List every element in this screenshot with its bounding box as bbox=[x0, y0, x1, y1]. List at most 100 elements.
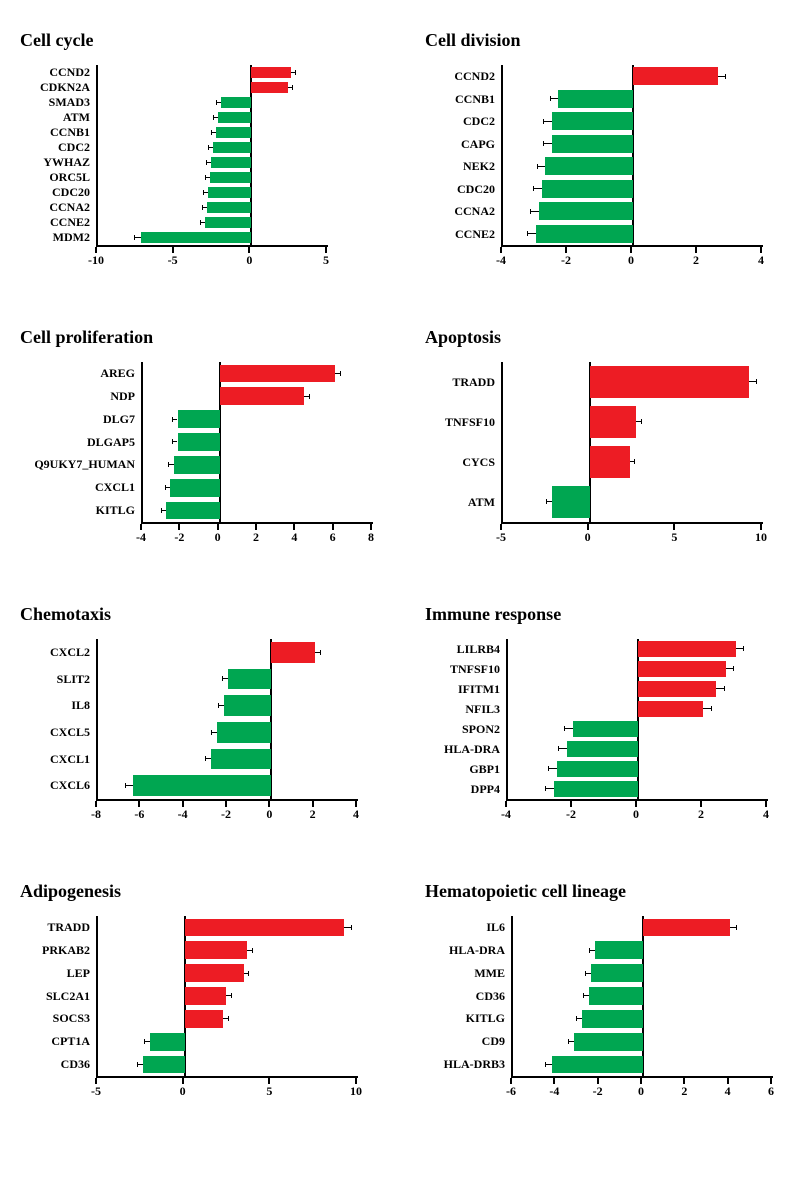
error-line bbox=[545, 788, 553, 789]
bar bbox=[536, 225, 634, 243]
y-label: CCNA2 bbox=[20, 200, 90, 215]
error-cap bbox=[589, 948, 590, 953]
y-label: CPT1A bbox=[20, 1030, 90, 1053]
error-cap bbox=[320, 650, 321, 655]
x-tick-label: -5 bbox=[91, 1084, 101, 1099]
bar-row bbox=[143, 456, 373, 474]
x-tick-label: 0 bbox=[246, 253, 252, 268]
x-tick-label: -5 bbox=[168, 253, 178, 268]
bar bbox=[208, 187, 251, 199]
y-label: ATM bbox=[20, 110, 90, 125]
x-tick-label: 4 bbox=[763, 807, 769, 822]
error-line bbox=[165, 487, 170, 488]
bar bbox=[638, 661, 726, 677]
error-cap bbox=[736, 925, 737, 930]
bar-row bbox=[503, 406, 763, 437]
y-label: CCNE2 bbox=[20, 215, 90, 230]
error-cap bbox=[743, 646, 744, 651]
y-label: HLA-DRA bbox=[425, 739, 500, 759]
error-cap bbox=[200, 220, 201, 225]
x-tick-label: -4 bbox=[549, 1084, 559, 1099]
error-cap bbox=[641, 419, 642, 424]
plot-column: -50510 bbox=[96, 916, 358, 1098]
bar bbox=[590, 366, 749, 397]
error-cap bbox=[530, 209, 531, 214]
bar bbox=[554, 781, 639, 797]
x-tick-label: -5 bbox=[496, 530, 506, 545]
chart-wrap: CCND2CDKN2ASMAD3ATMCCNB1CDC2YWHAZORC5LCD… bbox=[20, 65, 375, 267]
bar bbox=[638, 701, 703, 717]
x-tick-label: 5 bbox=[671, 530, 677, 545]
y-labels: TRADDPRKAB2LEPSLC2A1SOCS3CPT1ACD36 bbox=[20, 916, 96, 1076]
error-cap bbox=[583, 993, 584, 998]
bar-row bbox=[503, 486, 763, 517]
bar-row bbox=[513, 1010, 773, 1028]
error-line bbox=[537, 166, 545, 167]
bar bbox=[185, 941, 247, 959]
bar-row bbox=[143, 502, 373, 520]
bar-row bbox=[98, 1010, 358, 1028]
error-cap bbox=[137, 1062, 138, 1067]
bar bbox=[221, 97, 252, 109]
error-line bbox=[202, 207, 207, 208]
bar bbox=[552, 1056, 643, 1074]
y-label: HLA-DRA bbox=[425, 939, 505, 962]
bar bbox=[150, 1033, 185, 1051]
error-line bbox=[205, 758, 210, 759]
x-axis: -8-6-4-2024 bbox=[96, 801, 356, 821]
bar bbox=[210, 172, 251, 184]
bar bbox=[133, 775, 272, 796]
bar-row bbox=[508, 721, 768, 737]
error-line bbox=[534, 188, 542, 189]
chart-grid: Cell cycleCCND2CDKN2ASMAD3ATMCCNB1CDC2YW… bbox=[20, 30, 780, 1098]
x-tick-label: 2 bbox=[698, 807, 704, 822]
bar-row bbox=[98, 127, 328, 139]
error-cap bbox=[202, 205, 203, 210]
bar-row bbox=[508, 641, 768, 657]
y-label: CXCL1 bbox=[20, 746, 90, 773]
bar bbox=[552, 135, 633, 153]
plot-area bbox=[501, 65, 763, 247]
x-tick-label: 5 bbox=[266, 1084, 272, 1099]
error-cap bbox=[711, 706, 712, 711]
x-tick-label: 6 bbox=[768, 1084, 774, 1099]
y-label: CXCL5 bbox=[20, 719, 90, 746]
y-label: SMAD3 bbox=[20, 95, 90, 110]
plot-area bbox=[506, 639, 768, 801]
bar-row bbox=[508, 761, 768, 777]
error-cap bbox=[228, 1016, 229, 1021]
bar bbox=[638, 641, 736, 657]
error-cap bbox=[527, 231, 528, 236]
x-tick-label: -2 bbox=[561, 253, 571, 268]
panel-5: Immune responseLILRB4TNFSF10IFITM1NFIL3S… bbox=[425, 604, 780, 821]
bar-row bbox=[513, 964, 773, 982]
bar bbox=[590, 446, 630, 477]
x-tick-label: -6 bbox=[506, 1084, 516, 1099]
y-labels: IL6HLA-DRAMMECD36KITLGCD9HLA-DRB3 bbox=[425, 916, 511, 1076]
y-label: AREG bbox=[20, 362, 135, 385]
x-tick-label: 4 bbox=[291, 530, 297, 545]
plot-column: -4-2024 bbox=[501, 65, 763, 267]
bar bbox=[545, 157, 633, 175]
error-cap bbox=[203, 190, 204, 195]
bar-row bbox=[98, 172, 328, 184]
error-cap bbox=[231, 993, 232, 998]
error-line bbox=[216, 102, 221, 103]
x-tick-label: 0 bbox=[628, 253, 634, 268]
x-tick-label: 10 bbox=[350, 1084, 362, 1099]
error-cap bbox=[168, 462, 169, 467]
bar-row bbox=[98, 669, 358, 690]
x-tick-label: 2 bbox=[693, 253, 699, 268]
error-cap bbox=[568, 1039, 569, 1044]
y-label: CCND2 bbox=[20, 65, 90, 80]
y-label: CDC20 bbox=[20, 185, 90, 200]
y-label: TRADD bbox=[20, 916, 90, 939]
x-tick-label: -2 bbox=[566, 807, 576, 822]
panel-1: Cell divisionCCND2CCNB1CDC2CAPGNEK2CDC20… bbox=[425, 30, 780, 267]
bar bbox=[558, 90, 633, 108]
plot-column: -6-4-20246 bbox=[511, 916, 773, 1098]
x-axis: -4-2024 bbox=[506, 801, 766, 821]
bar-row bbox=[508, 681, 768, 697]
y-label: NDP bbox=[20, 385, 135, 408]
error-cap bbox=[733, 666, 734, 671]
